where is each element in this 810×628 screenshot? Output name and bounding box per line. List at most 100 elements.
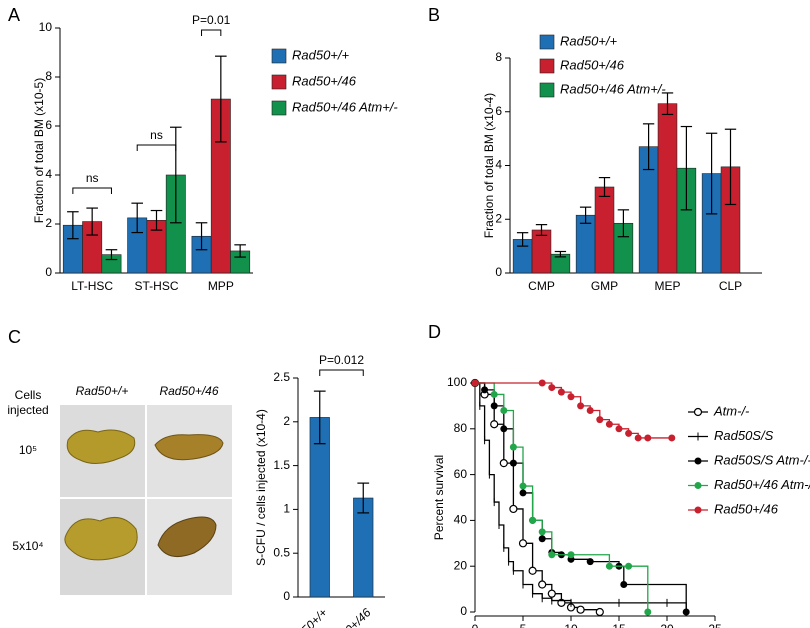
marker: [490, 402, 498, 410]
legend-label: Rad50+/46 Atm-/-: [714, 477, 810, 492]
survival-line: [475, 382, 687, 612]
bracket: [136, 144, 177, 151]
marker: [586, 406, 594, 414]
y-tick-label: 8: [495, 50, 502, 64]
y-tick-label: 0: [45, 265, 52, 279]
y-tick-label: 2: [45, 216, 52, 230]
marker: [538, 379, 546, 387]
marker: [567, 551, 575, 559]
bar: [594, 186, 615, 274]
y-tick-label: 2: [283, 414, 290, 428]
error-bar: [105, 249, 118, 261]
x-tick-label: 20: [660, 622, 674, 628]
annotation: ns: [86, 171, 99, 185]
marker: [576, 605, 585, 614]
row-header: Cells injected: [7, 388, 49, 417]
error-bar: [170, 126, 182, 224]
marker: [490, 390, 498, 398]
image-column-label: Rad50+/46: [159, 384, 218, 398]
marker: [499, 459, 508, 468]
y-tick-label: 0: [495, 265, 502, 279]
annotation: ns: [150, 128, 163, 142]
spleen: [64, 516, 138, 561]
marker: [519, 489, 527, 497]
y-tick-label: 80: [454, 421, 468, 435]
error-bar: [215, 55, 227, 143]
error-bar: [516, 232, 529, 247]
marker: [548, 551, 556, 559]
y-tick-label: 2: [495, 211, 502, 225]
y-tick-label: 20: [454, 558, 468, 572]
legend-label: Rad50S/S Atm-/-: [714, 452, 810, 467]
spleen: [157, 516, 217, 558]
legend-swatch: [271, 74, 287, 90]
x-tick-label: MEP: [654, 279, 680, 293]
error-bar: [705, 132, 718, 215]
x-tick-label: Rad50+/46: [322, 605, 374, 628]
bracket: [72, 187, 112, 194]
error-bar: [131, 202, 143, 234]
marker: [694, 457, 702, 465]
marker: [644, 608, 652, 616]
x-tick-label: Rad50+/+: [283, 605, 330, 628]
marker: [668, 434, 676, 442]
y-tick-label: 0: [283, 589, 290, 603]
marker: [693, 407, 703, 417]
x-tick-label: LT-HSC: [71, 279, 113, 293]
marker: [567, 393, 575, 401]
y-axis-label: Fraction of total BM (x10-4): [482, 93, 496, 238]
error-bar: [313, 390, 326, 445]
y-tick-label: 40: [454, 513, 468, 527]
panel-letter: D: [428, 322, 441, 342]
y-tick-label: 6: [45, 118, 52, 132]
marker: [538, 535, 546, 543]
survival-line: [475, 382, 687, 612]
legend-swatch: [539, 58, 555, 74]
y-tick-label: 1.5: [273, 458, 290, 472]
marker: [682, 608, 690, 616]
x-tick-label: CLP: [719, 279, 742, 293]
x-tick-label: MPP: [208, 279, 234, 293]
spleen: [154, 434, 224, 461]
legend-label: Rad50+/+: [292, 47, 350, 62]
annotation: P=0.01: [192, 13, 231, 27]
marker: [519, 482, 527, 490]
marker: [644, 434, 652, 442]
x-tick-label: 5: [520, 622, 527, 628]
bar: [531, 229, 552, 274]
x-tick-label: ST-HSC: [134, 279, 178, 293]
legend-label: Rad50+/46 Atm+/-: [560, 81, 666, 96]
marker: [547, 589, 556, 598]
marker: [615, 425, 623, 433]
legend-swatch: [271, 100, 287, 116]
legend-label: Atm-/-: [713, 403, 750, 418]
bracket: [319, 369, 364, 376]
marker: [481, 386, 489, 394]
legend-label: Rad50+/46: [292, 73, 357, 88]
panel-letter: A: [8, 5, 20, 25]
y-tick-label: 10: [39, 20, 53, 34]
panel-letter: B: [428, 5, 440, 25]
error-bar: [598, 176, 611, 198]
marker: [557, 388, 565, 396]
legend-label: Rad50+/46: [714, 501, 779, 516]
bracket: [201, 29, 222, 36]
bar: [309, 417, 330, 598]
legend-label: Rad50+/46 Atm+/-: [292, 99, 398, 114]
marker: [605, 420, 613, 428]
x-tick-label: 0: [472, 622, 479, 628]
image-row-label: 5x10⁴: [12, 539, 43, 553]
spleen: [66, 429, 136, 464]
y-tick-label: 100: [447, 375, 467, 389]
y-axis-label: Percent survival: [432, 455, 446, 540]
legend-label: Rad50+/46: [560, 57, 625, 72]
bar: [575, 214, 596, 274]
marker: [471, 379, 479, 387]
error-bar: [195, 222, 208, 251]
survival-line: [475, 382, 649, 612]
legend-label: Rad50+/+: [560, 33, 618, 48]
y-tick-label: 4: [45, 167, 52, 181]
annotation: P=0.012: [319, 353, 364, 367]
y-axis-label: Fraction of total BM (x10-5): [32, 78, 46, 223]
